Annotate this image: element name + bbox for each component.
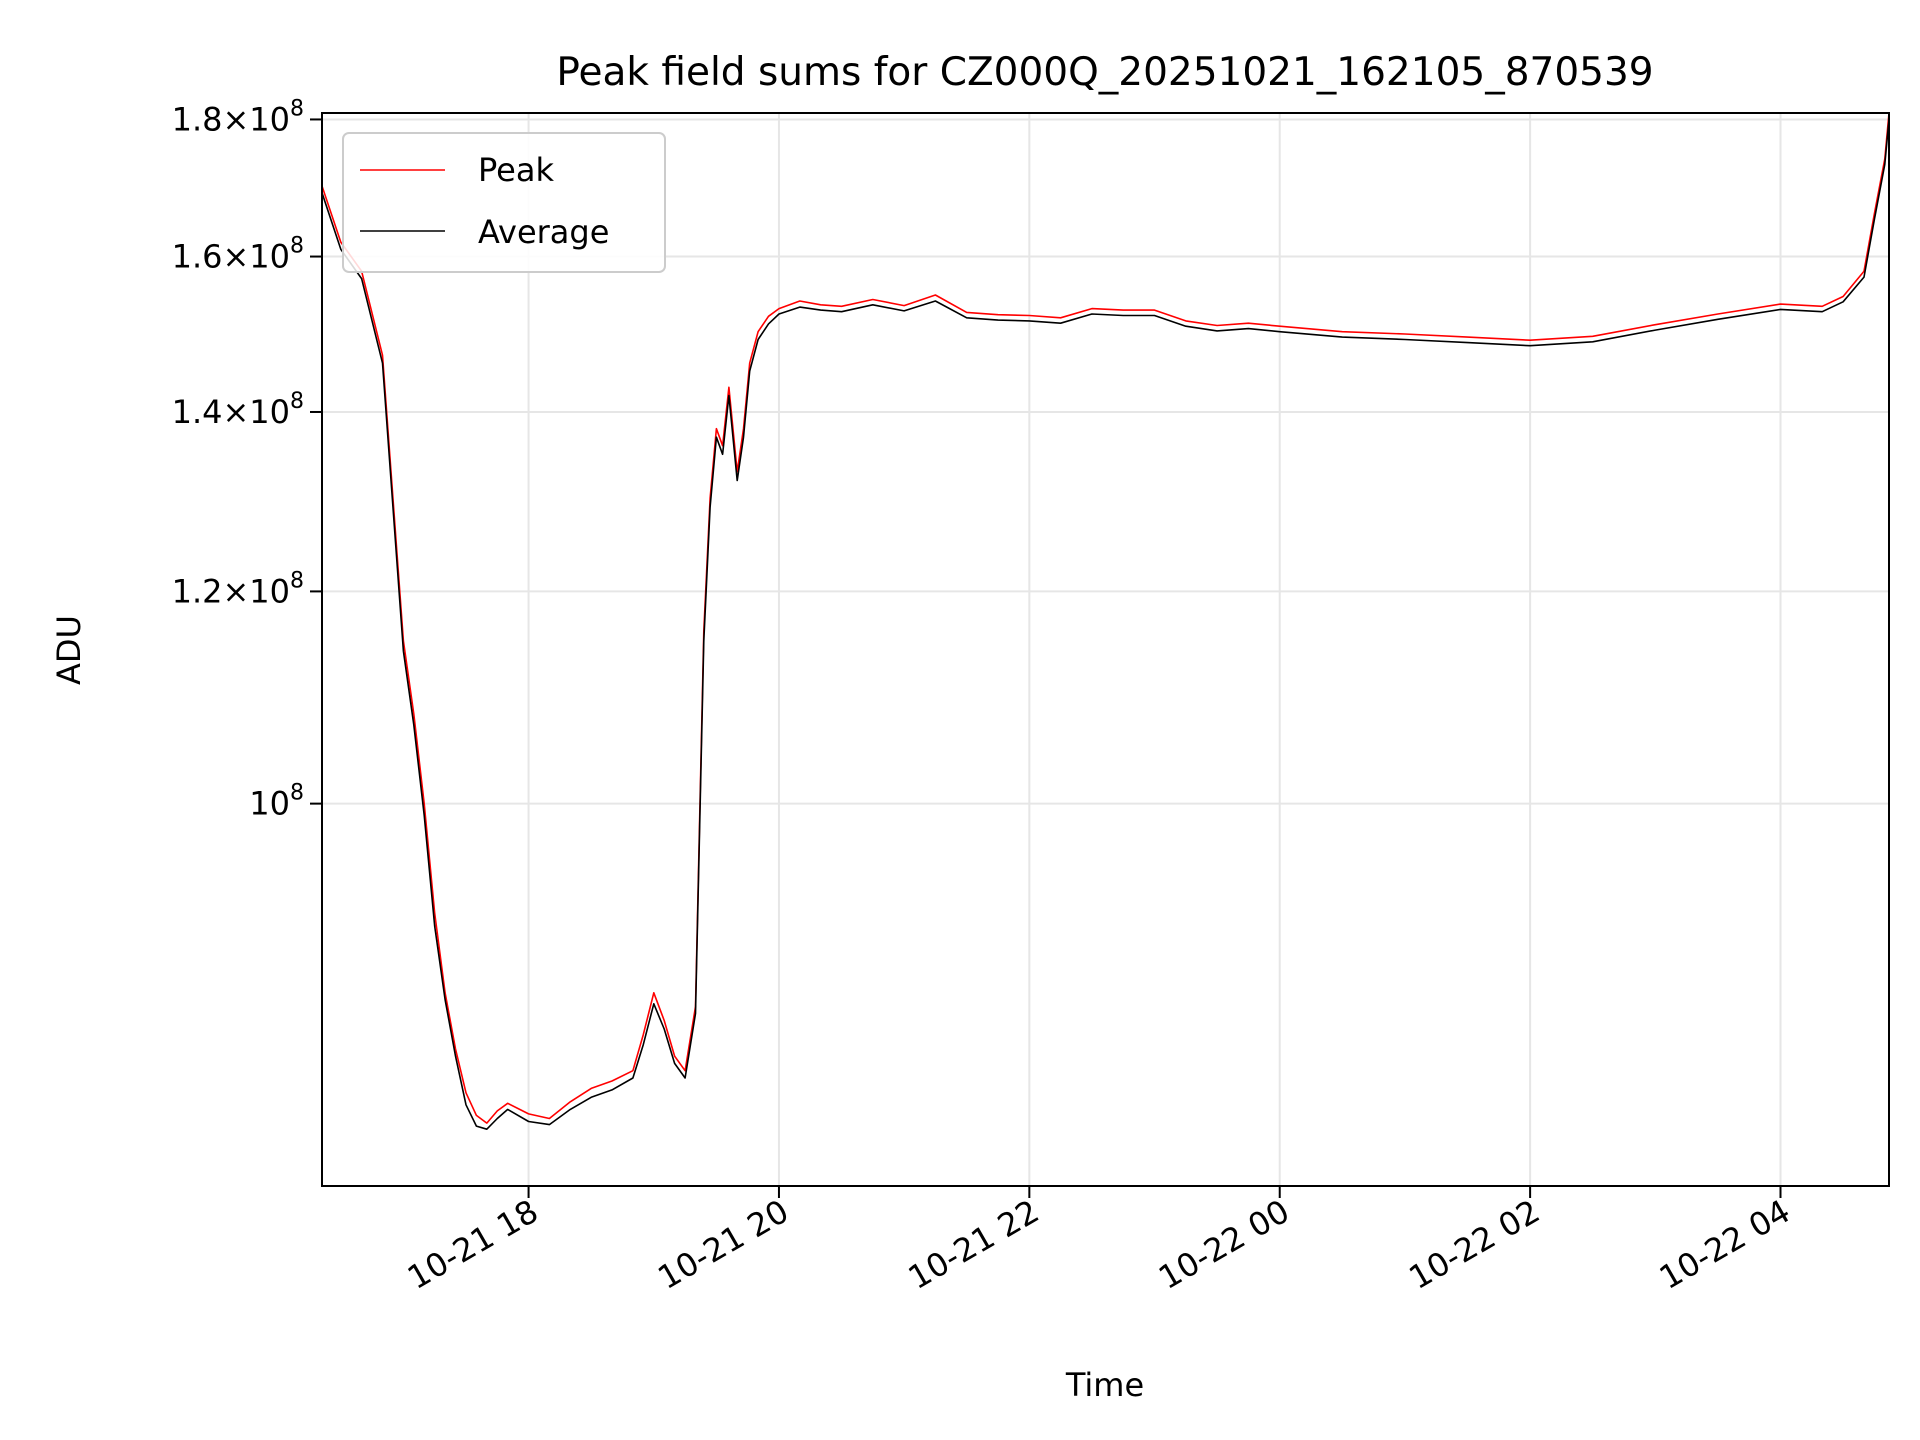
y-axis-label: ADU xyxy=(50,615,88,685)
grid xyxy=(322,113,1889,1186)
axes-frame xyxy=(321,112,1890,1187)
series-line-average xyxy=(322,119,1889,1130)
legend: Peak Average xyxy=(342,132,666,273)
legend-label-average: Average xyxy=(478,213,609,251)
y-tick-label: 1.8×108 xyxy=(172,96,304,138)
series-line-peak xyxy=(322,113,1889,1124)
chart-title: Peak field sums for CZ000Q_20251021_1621… xyxy=(556,50,1653,95)
y-tick-label: 1.2×108 xyxy=(172,568,304,610)
legend-label-peak: Peak xyxy=(478,151,554,189)
legend-frame xyxy=(342,132,666,273)
plot-series xyxy=(322,113,1889,1130)
x-axis-label: Time xyxy=(1065,1366,1144,1404)
y-tick-label: 108 xyxy=(249,781,304,823)
y-tick-label: 1.4×108 xyxy=(172,389,304,431)
y-tick-label: 1.6×108 xyxy=(172,234,304,276)
